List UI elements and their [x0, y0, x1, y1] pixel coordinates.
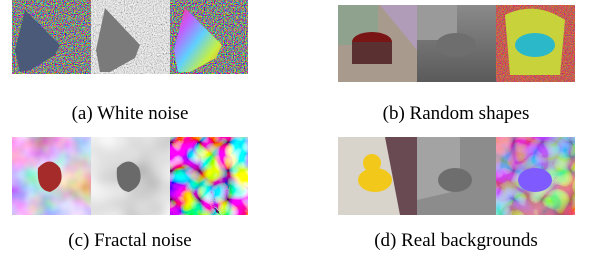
- object: [363, 154, 381, 172]
- caption: (a) White noise: [72, 103, 189, 124]
- figure: (a) White noise (b) Random shapes (c) Fr…: [0, 0, 592, 256]
- object: [438, 168, 472, 192]
- subfigure-a: [12, 0, 248, 74]
- object: [518, 168, 552, 192]
- object: [352, 42, 392, 64]
- subfigure-d: [338, 137, 575, 215]
- page: (a) White noise (b) Random shapes (c) Fr…: [0, 0, 592, 256]
- normal-panel: [170, 137, 248, 215]
- object: [515, 33, 555, 57]
- caption: (b) Random shapes: [383, 103, 530, 124]
- object: [358, 168, 392, 192]
- subfigure-c: [12, 137, 248, 215]
- caption: (c) Fractal noise: [68, 230, 191, 251]
- subfigure-b: [338, 5, 575, 82]
- caption: (d) Real backgrounds: [374, 230, 538, 251]
- object: [436, 33, 476, 57]
